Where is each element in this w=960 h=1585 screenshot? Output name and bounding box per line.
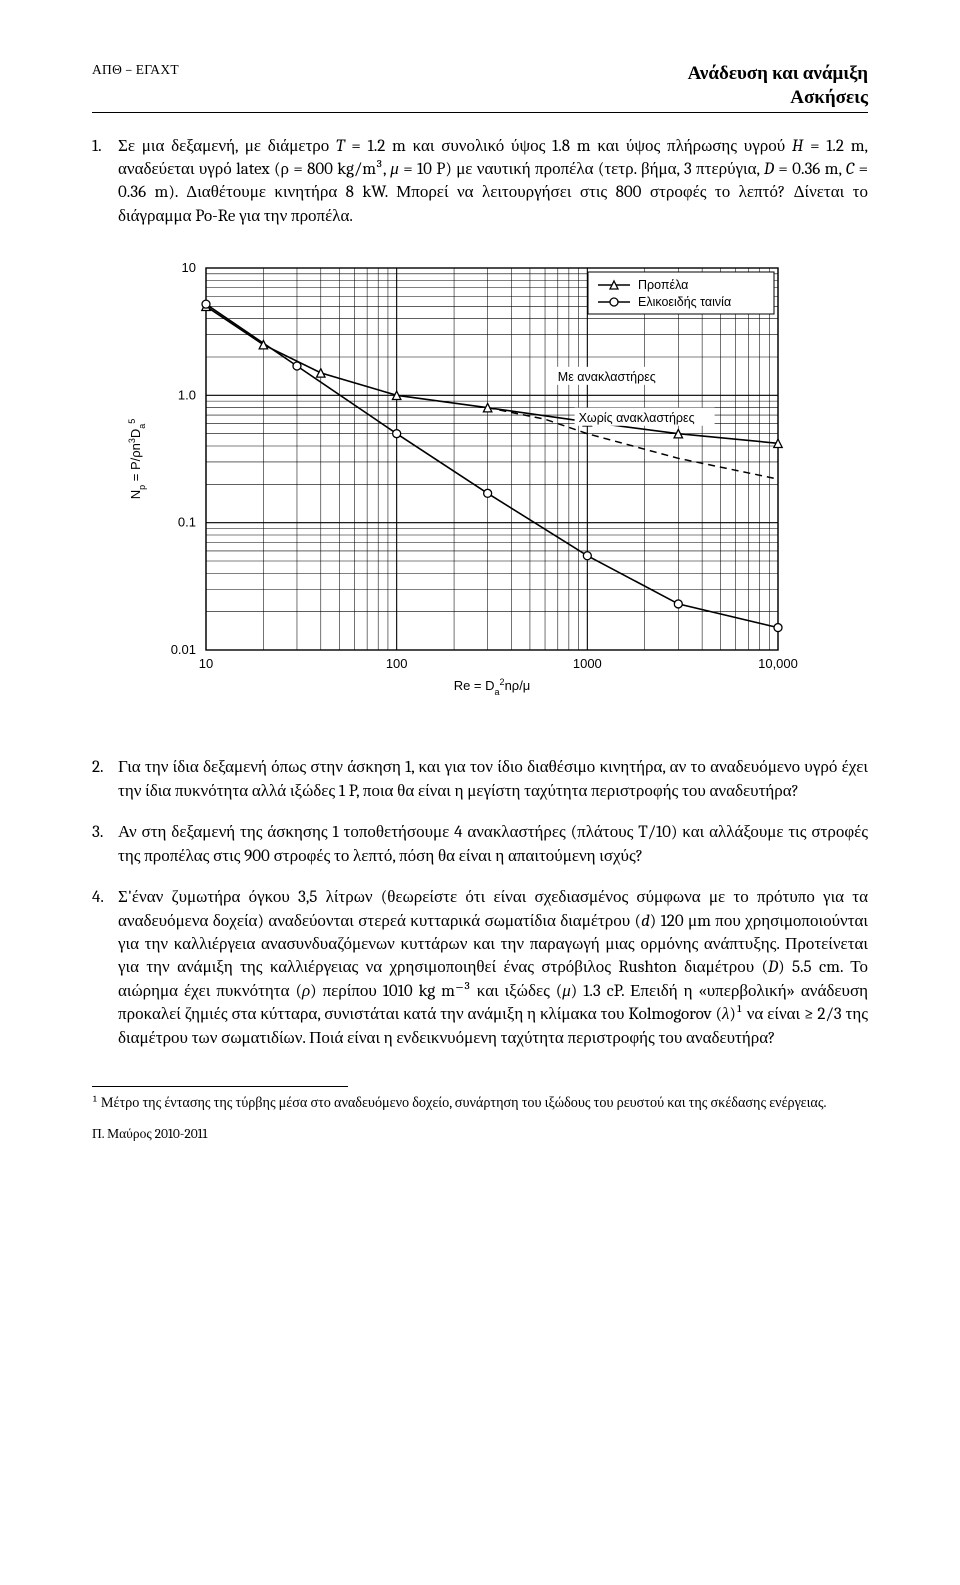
- footnote-rule: [92, 1086, 348, 1087]
- footnote: ¹ Μέτρο της έντασης της τύρβης μέσα στο …: [92, 1093, 868, 1112]
- header-right: Ανάδευση και ανάμιξη Ασκήσεις: [688, 62, 868, 110]
- po-re-chart: 10 100 1000 10,000 0.01 0.1 1.0 10 Np = P/ρn3Da5…: [118, 250, 868, 720]
- svg-text:10: 10: [182, 260, 196, 275]
- exercise-text: Σε μια δεξαμενή, με διάμετρο T = 1.2 m κ…: [118, 135, 868, 229]
- exercise-text: Σ'έναν ζυμωτήρα όγκου 3,5 λίτρων (θεωρεί…: [118, 886, 868, 1050]
- header-title-2: Ασκήσεις: [688, 86, 868, 110]
- svg-text:100: 100: [386, 656, 408, 671]
- exercise-number: 3.: [92, 821, 118, 868]
- svg-text:Χωρίς ανακλαστήρες: Χωρίς ανακλαστήρες: [579, 411, 695, 425]
- exercise-3: 3. Αν στη δεξαμενή της άσκησης 1 τοποθετ…: [92, 821, 868, 868]
- exercise-number: 1.: [92, 135, 118, 229]
- svg-text:1000: 1000: [573, 656, 602, 671]
- header-title-1: Ανάδευση και ανάμιξη: [688, 62, 868, 86]
- exercise-text: Για την ίδια δεξαμενή όπως στην άσκηση 1…: [118, 756, 868, 803]
- header-left: ΑΠΘ – ΕΓΑΧΤ: [92, 62, 179, 81]
- svg-text:Προπέλα: Προπέλα: [638, 278, 688, 292]
- svg-text:Np = P/ρn3Da5: Np = P/ρn3Da5: [127, 419, 147, 500]
- svg-text:10: 10: [199, 656, 213, 671]
- svg-text:10,000: 10,000: [758, 656, 798, 671]
- exercise-1: 1. Σε μια δεξαμενή, με διάμετρο T = 1.2 …: [92, 135, 868, 229]
- exercise-number: 4.: [92, 886, 118, 1050]
- exercise-text: Αν στη δεξαμενή της άσκησης 1 τοποθετήσο…: [118, 821, 868, 868]
- svg-text:Με ανακλαστήρες: Με ανακλαστήρες: [558, 370, 656, 384]
- exercise-4: 4. Σ'έναν ζυμωτήρα όγκου 3,5 λίτρων (θεω…: [92, 886, 868, 1050]
- exercise-number: 2.: [92, 756, 118, 803]
- svg-text:Re = Da2nρ/μ: Re = Da2nρ/μ: [454, 677, 531, 697]
- svg-text:1.0: 1.0: [178, 388, 196, 403]
- svg-text:0.01: 0.01: [171, 642, 196, 657]
- page-footer: Π. Μαύρος 2010-2011: [92, 1126, 868, 1145]
- svg-text:0.1: 0.1: [178, 515, 196, 530]
- exercise-2: 2. Για την ίδια δεξαμενή όπως στην άσκησ…: [92, 756, 868, 803]
- svg-text:Ελικοειδής ταινία: Ελικοειδής ταινία: [638, 295, 731, 309]
- page-header: ΑΠΘ – ΕΓΑΧΤ Ανάδευση και ανάμιξη Ασκήσει…: [92, 62, 868, 113]
